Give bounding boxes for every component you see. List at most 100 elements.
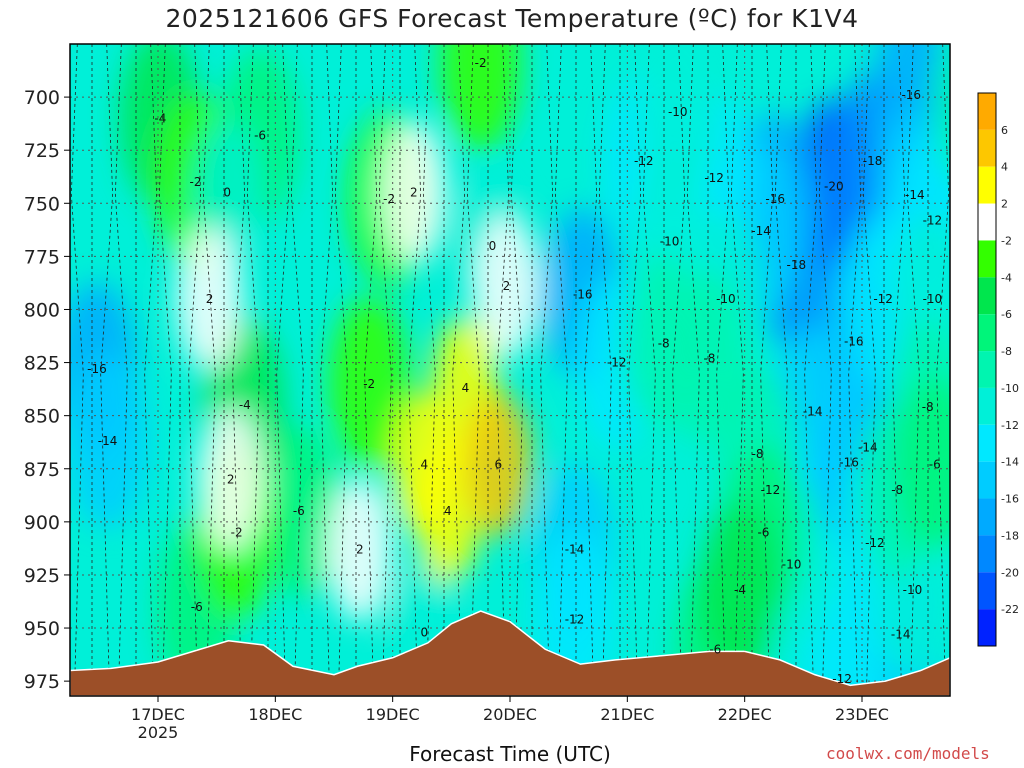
colorbar-cell: [978, 129, 996, 167]
contour-line: [686, 44, 700, 696]
credit-link[interactable]: coolwx.com/models: [826, 744, 990, 763]
contour-line: [144, 44, 158, 696]
colorbar-cell: [978, 314, 996, 352]
terrain: [70, 610, 950, 696]
contour-label: -6: [191, 600, 203, 614]
contour-label: -12: [634, 154, 654, 168]
y-tick-label: 775: [24, 246, 60, 268]
contour-label: 0: [223, 186, 231, 200]
contour-label: -8: [658, 336, 670, 350]
contour-label: 0: [421, 625, 429, 639]
contour-label: -10: [923, 292, 943, 306]
contour-label: -8: [703, 351, 715, 365]
contour-label: -14: [803, 404, 823, 418]
contour-label: -12: [865, 536, 885, 550]
contour-line: [276, 44, 290, 696]
contour-label: -16: [765, 192, 785, 206]
y-tick-label: 800: [24, 299, 60, 321]
y-tick-label: 950: [24, 618, 60, 640]
contour-line: [804, 44, 818, 696]
colorbar-label: -8: [1001, 345, 1012, 358]
contour-line: [760, 44, 774, 696]
contour-label: -8: [922, 400, 934, 414]
x-tick-label: 18DEC: [248, 705, 302, 724]
contour-label: -10: [716, 292, 736, 306]
y-tick-label: 975: [24, 671, 60, 693]
colorbar-cell: [978, 203, 996, 241]
contour-line: [818, 44, 832, 696]
contour-label: 6: [494, 458, 502, 472]
contour-label: -2: [231, 525, 243, 539]
contour-label: 2: [410, 186, 418, 200]
colorbar-label: -4: [1001, 271, 1012, 284]
contour-label: -4: [154, 111, 166, 125]
colorbar-label: 2: [1001, 198, 1008, 211]
contour-line: [584, 44, 598, 696]
colorbar-cell-top: [978, 93, 996, 130]
contour-label: 2: [227, 472, 235, 486]
x-tick-label: 19DEC: [366, 705, 420, 724]
contour-line: [936, 44, 950, 696]
contour-line: [848, 44, 862, 696]
colorbar-frame: [977, 92, 997, 647]
contour-label: 2: [503, 279, 511, 293]
x-tick-label: 23DEC: [835, 705, 889, 724]
colorbar-label: -14: [1001, 456, 1019, 469]
contour-line: [672, 44, 686, 696]
contour-line: [70, 44, 84, 696]
contour-line: [906, 44, 920, 696]
contour-label: -12: [923, 213, 943, 227]
contour-label: -8: [752, 447, 764, 461]
colorbar-label: -20: [1001, 566, 1019, 579]
contour-label: -14: [98, 434, 118, 448]
contour-line: [598, 44, 612, 696]
contour-line: [554, 44, 568, 696]
contour-label: 0: [489, 239, 497, 253]
contour-line: [232, 44, 246, 696]
contour-label: -14: [891, 627, 911, 641]
field-cell: [258, 424, 340, 599]
contour-label: -16: [844, 334, 864, 348]
y-axis: 700 725 750 775 800 825 850 875 900 925 950 975: [24, 87, 70, 693]
colorbar: 6 4 2 -2 -4 -6 -8 -10 -12 -14 -16 -18 -20 -22: [977, 92, 1019, 647]
colorbar-cell: [978, 572, 996, 610]
colorbar-cell: [978, 277, 996, 315]
contour-line: [290, 44, 304, 696]
contour-label: -14: [905, 188, 925, 202]
y-tick-label: 900: [24, 512, 60, 534]
contour-line: [158, 44, 172, 696]
contour-line: [100, 44, 114, 696]
y-tick-label: 700: [24, 87, 60, 109]
y-tick-label: 850: [24, 406, 60, 428]
colorbar-cell: [978, 351, 996, 388]
contour-label: -18: [786, 258, 806, 272]
contour-label: -6: [929, 458, 941, 472]
contour-line: [892, 44, 906, 696]
contour-label: -16: [87, 362, 107, 376]
contour-label: -18: [863, 154, 883, 168]
field-cell: [472, 214, 541, 359]
x-tick-sublabel: 2025: [138, 723, 179, 742]
contour-line: [334, 44, 348, 696]
contour-label: -10: [903, 583, 923, 597]
contour-label: -2: [190, 175, 202, 189]
x-tick-label: 17DEC: [131, 705, 185, 724]
contour-label: -12: [607, 356, 627, 370]
contour-line: [774, 44, 788, 696]
field-cell: [70, 354, 149, 529]
y-tick-label: 875: [24, 459, 60, 481]
contour-label: -16: [901, 88, 921, 102]
grid-lines: [70, 44, 950, 696]
contour-label: -6: [293, 504, 305, 518]
y-tick-label: 925: [24, 565, 60, 587]
colorbar-cell: [978, 609, 996, 646]
field-cell: [328, 296, 410, 471]
contour-label: -10: [782, 557, 802, 571]
colorbar-label: -2: [1001, 234, 1012, 247]
colorbar-label: -22: [1001, 603, 1019, 616]
contour-line: [642, 44, 656, 696]
y-tick-label: 825: [24, 353, 60, 375]
contour-label: -16: [573, 288, 593, 302]
colorbar-cell: [978, 535, 996, 573]
